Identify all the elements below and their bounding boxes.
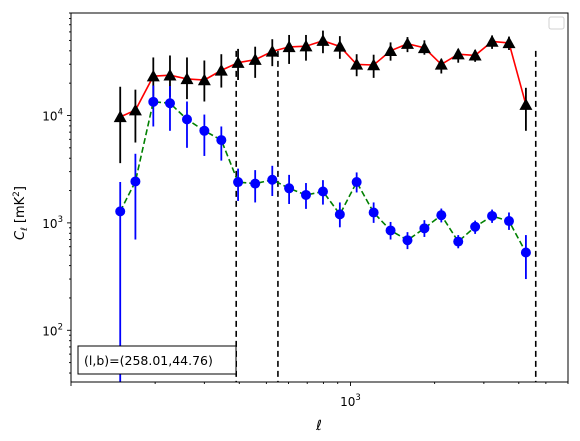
data-point-circle: [453, 236, 464, 247]
data-point-circle: [470, 221, 481, 232]
data-point-circle: [250, 178, 261, 189]
data-point-circle: [368, 207, 379, 218]
data-point-triangle: [299, 39, 313, 52]
annotation-box: (l,b)=(258.01,44.76): [77, 345, 237, 375]
data-point-triangle: [231, 56, 245, 68]
legend-box: [548, 16, 565, 30]
data-point-triangle: [146, 69, 160, 82]
data-point-triangle: [502, 36, 516, 49]
data-point-circle: [487, 210, 498, 221]
y-axis-label-main: C: [13, 230, 28, 240]
y-tick-label: 103: [42, 215, 63, 231]
data-point-circle: [351, 177, 362, 188]
data-point-triangle: [214, 63, 228, 76]
data-point-triangle: [333, 39, 347, 52]
data-point-triangle: [519, 98, 533, 110]
data-point-triangle: [485, 35, 499, 47]
data-point-circle: [130, 176, 141, 187]
data-point-triangle: [248, 53, 262, 65]
data-point-circle: [300, 189, 311, 200]
y-axis-label-unit: [mK: [13, 196, 28, 223]
data-point-triangle: [113, 110, 127, 123]
data-point-triangle: [163, 68, 177, 81]
data-point-circle: [181, 114, 192, 125]
data-point-triangle: [384, 44, 398, 57]
data-point-triangle: [316, 34, 330, 46]
data-point-circle: [436, 210, 447, 221]
data-point-circle: [216, 135, 227, 146]
plot-frame: [70, 12, 569, 383]
data-point-circle: [148, 96, 159, 107]
data-point-triangle: [128, 103, 142, 116]
x-tick-label: 103: [340, 393, 361, 409]
data-point-triangle: [468, 48, 482, 61]
y-tick-label: 104: [42, 107, 63, 123]
y-axis-label-sub: ℓ: [20, 227, 30, 232]
data-point-circle: [419, 223, 430, 234]
data-point-circle: [520, 247, 531, 258]
y-axis-label-unit-sup: 2: [12, 191, 22, 197]
data-point-triangle: [197, 73, 211, 86]
data-point-circle: [267, 174, 278, 185]
data-point-triangle: [400, 37, 414, 49]
data-point-circle: [199, 125, 210, 136]
y-tick-label: 102: [42, 322, 63, 338]
data-point-triangle: [265, 44, 279, 57]
data-point-circle: [317, 186, 328, 197]
x-axis-label: ℓ: [315, 418, 322, 434]
data-point-circle: [334, 209, 345, 220]
data-point-triangle: [367, 58, 381, 71]
svg-text:Cℓ [mK2]: Cℓ [mK2]: [12, 186, 30, 240]
data-point-triangle: [417, 41, 431, 54]
data-point-triangle: [451, 47, 465, 60]
y-axis-label: Cℓ [mK2]: [12, 186, 30, 240]
data-point-triangle: [434, 57, 448, 70]
data-point-circle: [402, 235, 413, 246]
data-point-triangle: [180, 72, 194, 85]
data-point-circle: [164, 98, 175, 109]
data-point-circle: [284, 183, 295, 194]
data-point-circle: [503, 216, 514, 227]
y-axis-label-unit-close: ]: [13, 186, 28, 191]
data-point-triangle: [282, 40, 296, 53]
data-point-circle: [233, 177, 244, 188]
data-point-triangle: [350, 57, 364, 70]
annotation-text: (l,b)=(258.01,44.76): [84, 353, 213, 368]
data-point-circle: [385, 225, 396, 236]
data-point-circle: [115, 206, 126, 217]
